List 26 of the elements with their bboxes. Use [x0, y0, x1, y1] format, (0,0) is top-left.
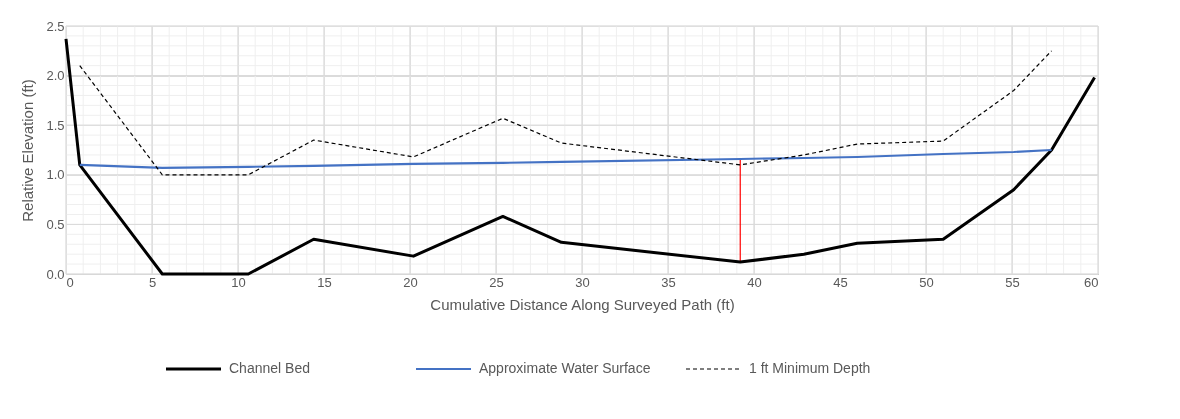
y-tick-label: 0.5 [46, 216, 65, 232]
x-tick-label: 10 [231, 274, 246, 290]
line-series [79, 50, 1053, 176]
x-tick-label: 45 [833, 274, 848, 290]
y-tick-label: 2.5 [46, 18, 65, 34]
x-tick-label: 35 [661, 274, 676, 290]
x-axis-title: Cumulative Distance Along Surveyed Path (ft) [430, 295, 735, 313]
legend-label: Approximate Water Surface [479, 360, 651, 376]
y-axis-title: Relative Elevation (ft) [19, 79, 37, 222]
x-tick-label: 25 [489, 274, 504, 290]
x-tick-label: 15 [317, 274, 332, 290]
y-tick-label: 0.0 [46, 266, 65, 282]
x-tick-label: 40 [747, 274, 762, 290]
y-tick-label: 1.5 [46, 117, 65, 133]
legend-label: Channel Bed [229, 360, 310, 376]
line-series [78, 148, 1053, 169]
x-tick-label: 50 [919, 274, 934, 290]
x-tick-label: 5 [148, 274, 157, 290]
legend-label: 1 ft Minimum Depth [749, 360, 871, 376]
x-tick-label: 55 [1005, 274, 1020, 290]
x-tick-label: 20 [403, 274, 418, 290]
y-tick-label: 2.0 [46, 68, 65, 84]
x-tick-label: 60 [1084, 274, 1099, 290]
x-tick-label: 0 [66, 274, 74, 290]
y-tick-label: 1.0 [46, 167, 65, 183]
x-tick-label: 30 [575, 274, 590, 290]
